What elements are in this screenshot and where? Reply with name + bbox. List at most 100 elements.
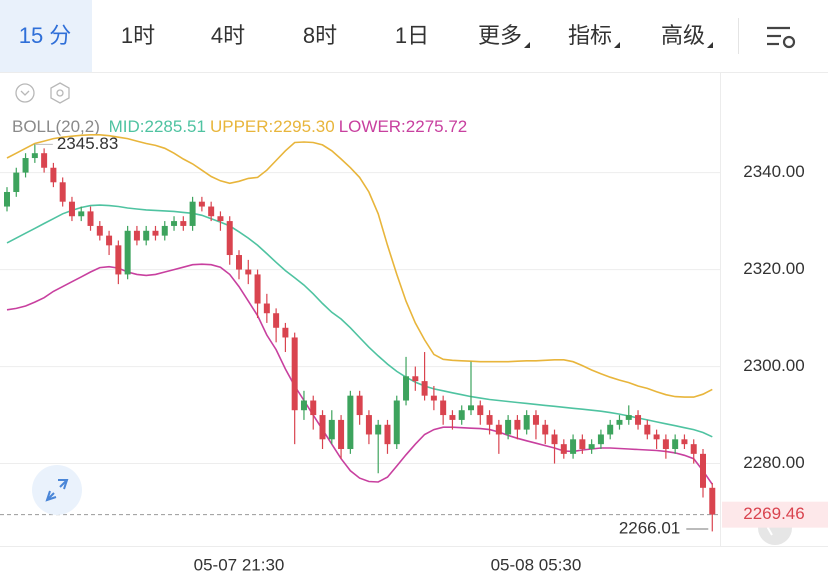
candle-body — [208, 206, 215, 217]
candle-body — [171, 221, 178, 226]
tab[interactable]: 更多 — [478, 23, 522, 48]
low-label: 2266.01 — [619, 518, 680, 537]
candle-body — [421, 381, 428, 396]
candle-body — [570, 439, 577, 454]
candle-body — [700, 453, 706, 488]
candle-body — [607, 424, 614, 435]
candle-body — [310, 400, 317, 416]
chevron-icon — [20, 90, 30, 96]
plot — [0, 134, 720, 532]
candle-body — [198, 201, 205, 207]
legend-entry: MID:2285.51 — [109, 117, 206, 136]
candle-body — [495, 424, 502, 435]
candle-body — [152, 230, 159, 236]
candle-body — [50, 167, 57, 183]
legend-entry: LOWER:2275.72 — [339, 117, 468, 136]
candle-body — [254, 274, 261, 304]
candle-body — [189, 201, 196, 226]
candle-body — [532, 415, 539, 425]
candle-body — [588, 444, 595, 450]
candle-body — [477, 405, 484, 416]
collapse-button[interactable] — [15, 83, 35, 103]
candle-body — [681, 439, 688, 445]
candle-body — [87, 211, 94, 226]
candle-body — [653, 434, 660, 440]
chart-tools — [15, 82, 70, 104]
candle-body — [124, 230, 131, 275]
candle-body — [319, 415, 326, 440]
boll-line — [6, 263, 713, 485]
indicator-label: BOLL(20,2) — [12, 117, 100, 136]
y-tick-label: 2320.00 — [743, 259, 804, 278]
y-tick-label: 2280.00 — [743, 453, 804, 472]
candle-body — [709, 487, 716, 515]
candle-body — [662, 439, 669, 450]
tab[interactable]: 高级 — [661, 23, 705, 48]
candle-body — [635, 415, 642, 425]
candle-body — [263, 303, 270, 314]
candle-body — [226, 221, 233, 256]
candle-body — [403, 376, 410, 401]
tab[interactable]: 8时 — [303, 23, 337, 48]
candle-body — [542, 424, 549, 435]
candle-body — [514, 419, 521, 430]
settings-icon[interactable] — [767, 26, 796, 49]
x-tick-label: 05-07 21:30 — [194, 555, 285, 574]
candle-body — [672, 439, 679, 450]
candle-body — [458, 410, 465, 420]
candle-body — [449, 415, 456, 420]
candle-body — [616, 419, 623, 425]
expand-icon — [45, 479, 69, 502]
tab-bar: 15 分 1时 4时 8时 1日 更多 指标 高级 — [0, 0, 828, 73]
candle-body — [133, 230, 140, 241]
candle-body — [180, 221, 187, 226]
candle-body — [644, 424, 651, 435]
expand-circle — [32, 465, 82, 515]
candle-body — [412, 376, 419, 382]
x-tick-label: 05-08 05:30 — [491, 555, 582, 574]
candle-body — [273, 313, 280, 328]
candle-body — [356, 395, 363, 416]
tab[interactable]: 1时 — [121, 23, 155, 48]
candle-body — [31, 153, 38, 159]
candle-body — [59, 182, 66, 202]
gear-icon — [56, 89, 64, 97]
candle-body — [347, 395, 354, 450]
candle-body — [430, 395, 437, 401]
high-label: 2345.83 — [57, 134, 118, 153]
candle-body — [338, 419, 345, 450]
candle-body — [625, 415, 632, 420]
expand-button[interactable] — [32, 465, 82, 515]
candle-body — [217, 216, 224, 222]
current-price-box — [722, 501, 828, 528]
dropdown-marker — [707, 42, 713, 48]
legend-entry: UPPER:2295.30 — [210, 117, 335, 136]
candle-body — [560, 444, 567, 454]
dropdown-marker — [614, 42, 620, 48]
tab[interactable]: 15 分 — [19, 23, 72, 48]
candle-body — [440, 400, 447, 416]
candle-body — [375, 424, 382, 435]
candle-body — [300, 400, 307, 411]
candle-body — [282, 327, 289, 338]
candle-body — [96, 225, 103, 236]
tab[interactable]: 指标 — [568, 23, 612, 48]
candle-body — [41, 153, 48, 168]
legend: BOLL(20,2) MID:2285.51 UPPER:2295.30 LOWER… — [12, 117, 467, 136]
candle-body — [393, 400, 400, 445]
y-tick-label: 2340.00 — [743, 162, 804, 181]
settings-button[interactable] — [50, 82, 70, 104]
active-tab-bg — [0, 0, 92, 72]
candle-body — [579, 439, 586, 450]
candle-body — [505, 419, 512, 435]
candle-body — [236, 255, 242, 270]
boll-line — [6, 134, 713, 398]
candle-body — [68, 201, 75, 217]
tab[interactable]: 4时 — [211, 23, 245, 48]
dropdown-marker — [524, 42, 530, 48]
tab[interactable]: 1日 — [395, 23, 429, 48]
candle-body — [523, 415, 530, 430]
current-price-label: 2269.46 — [743, 504, 804, 523]
candle-body — [115, 245, 122, 275]
